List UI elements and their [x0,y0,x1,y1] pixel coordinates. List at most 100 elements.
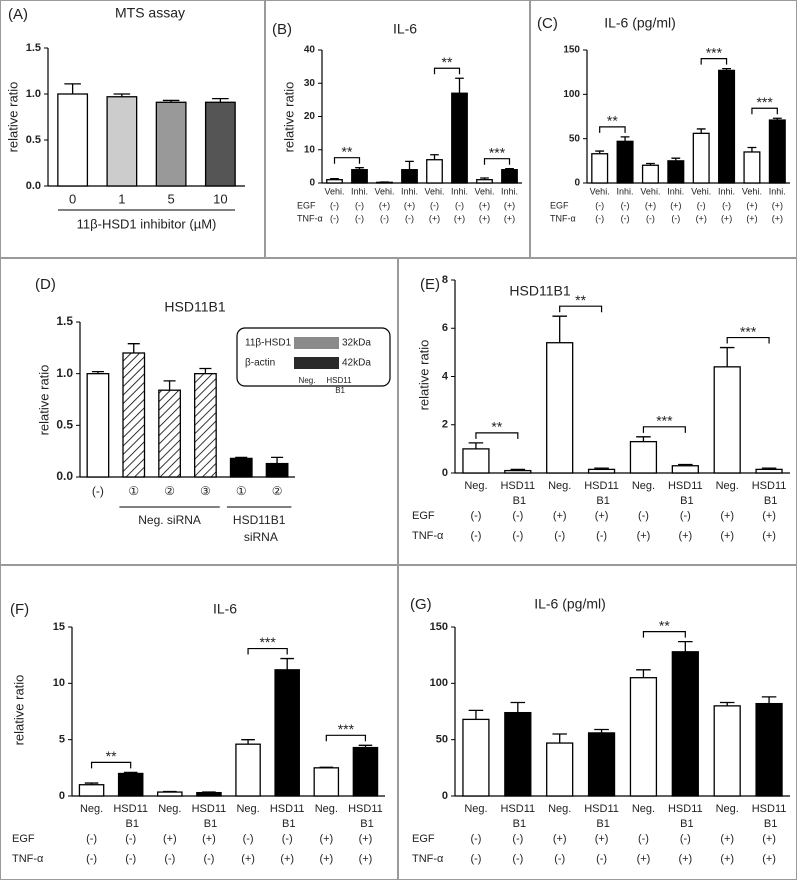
condition-value: (+) [202,833,216,845]
error-bar [671,157,681,161]
bar [476,179,493,184]
error-bar [430,154,439,160]
bar [587,732,616,797]
error-bar [719,701,735,706]
x-tick-label: Neg. [236,803,259,815]
condition-value: (+) [479,213,490,223]
error-bar [64,83,81,94]
bar [671,465,699,474]
y-tick-label: 30 [304,78,316,89]
bar [204,101,236,187]
x-tick-label: Inhi. [501,186,518,196]
y-tick-label: 0 [574,178,580,189]
condition-value: (-) [621,200,630,210]
error-bar [355,167,364,170]
error-bar [772,117,782,121]
significance-bracket [559,305,603,313]
condition-value: (-) [243,833,254,845]
condition-value: (+) [504,200,515,210]
condition-value: (+) [404,200,415,210]
condition-label: TNF-α [297,213,323,223]
condition-value: (-) [595,213,604,223]
bar [546,742,574,797]
bar [57,93,89,187]
error-bar [510,701,526,713]
blot-size: 42kDa [342,358,371,369]
error-bar [280,657,294,670]
panel-border [265,0,530,258]
bar [546,342,574,474]
condition-value: (+) [319,853,333,865]
condition-value: (+) [762,833,776,845]
error-bar [719,346,735,367]
y-tick-label: 10 [53,677,65,689]
y-tick-label: 1.5 [56,314,73,328]
condition-value: (+) [553,510,567,522]
bar [629,440,658,474]
panel-border [0,258,398,565]
x-tick-label: Neg. [716,803,739,815]
condition-value: (-) [125,833,136,845]
x-tick-label: HSD11 B1 [668,803,703,830]
panel-label: (F) [10,601,29,618]
error-bar [468,709,484,720]
error-bar [330,178,339,180]
x-tick-label: Neg. [548,480,571,492]
y-tick-label: 0.0 [26,180,41,192]
condition-value: (+) [746,200,757,210]
y-tick-label: 50 [436,734,448,746]
bar [235,743,261,797]
error-bar [127,343,140,353]
condition-value: (+) [720,853,734,865]
condition-value: (-) [512,530,523,542]
y-axis-label: relative ratio [5,82,20,153]
condition-value: (-) [512,853,523,865]
condition-value: (+) [280,853,294,865]
x-tick-label: Inhi. [451,186,468,196]
x-tick-label: HSD11 B1 [113,803,148,830]
y-tick-label: 0.5 [56,418,73,432]
significance-bracket [90,761,132,769]
x-tick-label: Neg. [315,803,338,815]
x-tick-label: Inhi. [401,186,418,196]
condition-value: (+) [762,853,776,865]
y-tick-label: 0.5 [26,134,41,146]
bar [155,101,187,187]
significance-label: *** [338,721,355,737]
significance-bracket [475,432,519,439]
error-bar [761,696,777,704]
error-bar [620,136,630,142]
y-tick-label: 6 [442,322,448,334]
error-bar [510,468,526,471]
condition-value: (+) [678,530,692,542]
condition-value: (-) [621,213,630,223]
condition-value: (+) [504,213,515,223]
bar [641,164,659,184]
x-tick-label: Inhi. [351,186,368,196]
y-axis-label: relative ratio [11,675,26,746]
condition-value: (-) [638,510,649,522]
panel-label: (G) [410,596,432,613]
bar [78,784,105,797]
bar [768,119,786,184]
error-bar [468,442,484,449]
y-tick-label: 15 [53,621,65,633]
x-tick-label: Neg. [716,480,739,492]
condition-value: (-) [722,200,731,210]
condition-value: (+) [762,510,776,522]
significance-label: *** [489,144,506,160]
bar [352,746,379,797]
x-tick-label: ③ [200,484,211,498]
bar [274,669,300,797]
error-bar [594,728,609,733]
significance-bracket [325,734,367,742]
condition-value: (+) [772,200,783,210]
condition-value: (-) [203,853,214,865]
error-bar [636,669,651,678]
significance-bracket [700,58,728,65]
condition-value: (-) [455,200,464,210]
bar [326,179,343,184]
bar [667,160,685,184]
error-bar [163,790,177,793]
